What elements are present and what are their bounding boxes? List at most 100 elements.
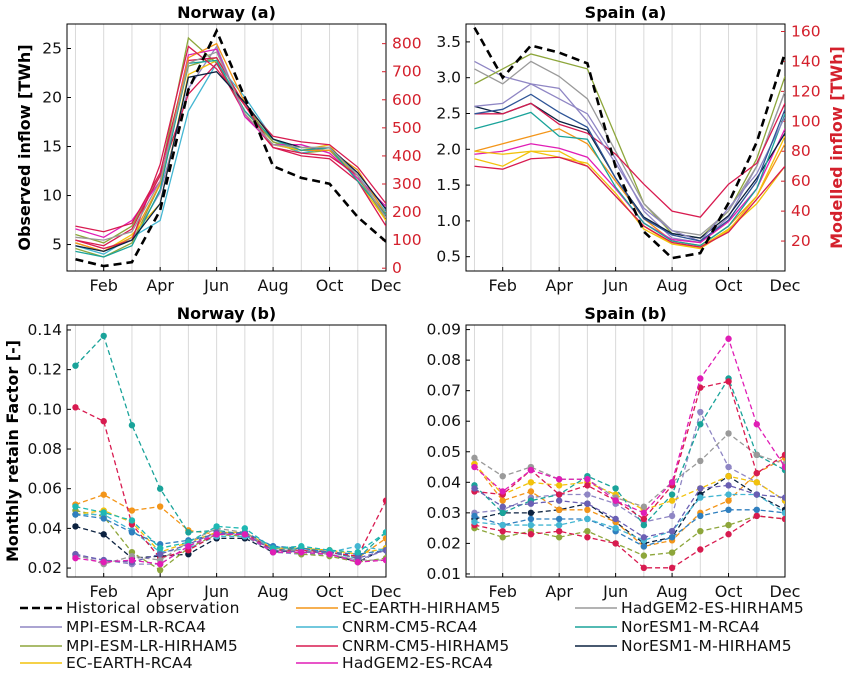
retain-factor-line xyxy=(474,515,785,557)
retain-factor-line xyxy=(473,463,785,511)
observed-series-line xyxy=(75,27,386,268)
model-series-line xyxy=(75,45,386,250)
retain-factor-point xyxy=(584,527,591,535)
retain-factor-point xyxy=(725,521,732,529)
retain-factor-point xyxy=(72,523,79,530)
y2-tick-label: 800 xyxy=(392,35,422,53)
legend-item: MPI-ESM-LR-RCA4 xyxy=(18,617,206,637)
retain-factor-point xyxy=(584,482,591,489)
retain-factor-point xyxy=(668,534,676,541)
retain-factor-point xyxy=(555,491,563,498)
y-axis-label: Monthly retain Factor [-] xyxy=(3,340,22,562)
x-tick-label: Aug xyxy=(656,582,687,601)
retain-factor-point xyxy=(725,335,732,342)
retain-factor-line xyxy=(474,509,785,548)
legend: Historical observation MPI-ESM-LR-RCA4 M… xyxy=(18,598,838,673)
plot-area xyxy=(75,27,386,268)
y-tick-label: 25 xyxy=(42,40,62,58)
retain-factor-point xyxy=(326,550,333,558)
panel-title: Spain (a) xyxy=(585,3,667,22)
retain-factor-point xyxy=(156,566,164,574)
x-tick-label: Jun xyxy=(203,276,229,295)
retain-factor-point xyxy=(640,503,648,510)
retain-factor-point xyxy=(185,543,192,550)
retain-factor-point xyxy=(555,476,563,483)
retain-factor-point xyxy=(100,418,107,425)
legend-label: MPI-ESM-LR-HIRHAM5 xyxy=(66,637,238,655)
model-series-line xyxy=(474,60,785,236)
axes-frame xyxy=(66,324,387,578)
model-series-line xyxy=(75,48,386,239)
y-tick-label: 3.0 xyxy=(436,69,461,87)
retain-factor-point xyxy=(471,518,478,526)
retain-factor-point xyxy=(753,469,760,477)
y-tick-label: 0.08 xyxy=(426,351,461,369)
retain-factor-line xyxy=(474,432,785,508)
retain-factor-line xyxy=(75,513,386,553)
y-tick-label: 0.07 xyxy=(426,382,461,400)
plot-area xyxy=(473,26,785,260)
model-series-line xyxy=(75,59,386,258)
retain-factor-point xyxy=(753,512,760,520)
retain-factor-point xyxy=(753,506,760,513)
x-tick-label: Oct xyxy=(316,276,344,295)
retain-factor-point xyxy=(697,494,704,501)
retain-factor-point xyxy=(471,454,478,462)
y-tick-label: 0.05 xyxy=(426,443,461,461)
observed-series-line xyxy=(473,26,785,260)
retain-factor-point xyxy=(668,479,676,486)
retain-factor-point xyxy=(527,466,535,474)
retain-factor-point xyxy=(640,564,648,572)
retain-factor-point xyxy=(527,500,535,507)
legend-swatch xyxy=(20,662,62,664)
retain-factor-point xyxy=(640,534,648,541)
y-tick-label: 0.02 xyxy=(27,559,62,577)
retain-factor-point xyxy=(697,457,704,465)
legend-swatch xyxy=(20,645,62,647)
y2-axis-label: Modelled inflow [TWh] xyxy=(827,46,846,249)
retain-factor-point xyxy=(185,529,192,536)
x-tick-label: Feb xyxy=(90,582,118,601)
retain-factor-point xyxy=(382,535,386,542)
retain-factor-point xyxy=(584,476,591,483)
legend-swatch xyxy=(575,626,617,628)
legend-item: HadGEM2-ES-HIRHAM5 xyxy=(573,598,804,618)
retain-factor-line xyxy=(474,475,785,545)
y2-tick-label: 300 xyxy=(392,175,422,193)
retain-factor-point xyxy=(527,531,535,538)
retain-factor-point xyxy=(72,554,79,562)
y2-tick-label: 100 xyxy=(791,112,821,130)
retain-factor-point xyxy=(499,473,506,480)
y2-tick-label: 400 xyxy=(392,147,422,165)
retain-factor-point xyxy=(213,531,220,538)
legend-swatch xyxy=(20,626,62,628)
y-tick-label: 0.04 xyxy=(27,519,62,537)
retain-factor-point xyxy=(241,531,249,538)
legend-label: EC-EARTH-RCA4 xyxy=(66,654,193,672)
retain-factor-point xyxy=(612,524,619,532)
retain-factor-point xyxy=(128,507,136,514)
retain-factor-point xyxy=(156,485,164,492)
retain-factor-point xyxy=(527,479,535,486)
legend-swatch xyxy=(20,606,62,610)
legend-item: HadGEM2-ES-RCA4 xyxy=(294,653,493,673)
retain-factor-point xyxy=(499,503,506,510)
retain-factor-point xyxy=(725,506,732,513)
y-tick-label: 2.0 xyxy=(436,140,461,158)
y-tick-label: 15 xyxy=(42,138,62,156)
panel-3: Norway (b) Feb Apr Jun Aug Oct Dec 0.02 0.04 0.06… xyxy=(3,304,401,601)
legend-swatch xyxy=(575,607,617,609)
y-tick-label: 0.09 xyxy=(426,321,461,339)
legend-item: MPI-ESM-LR-HIRHAM5 xyxy=(18,636,238,656)
retain-factor-point xyxy=(612,485,619,492)
retain-factor-point xyxy=(697,408,704,416)
retain-factor-point xyxy=(781,463,785,471)
x-tick-label: Feb xyxy=(489,582,517,601)
retain-factor-point xyxy=(668,491,676,498)
retain-factor-point xyxy=(781,509,785,517)
panel-title: Spain (b) xyxy=(584,304,666,323)
retain-factor-point xyxy=(555,515,563,523)
legend-item: CNRM-CM5-RCA4 xyxy=(294,617,478,637)
y2-tick-label: 100 xyxy=(392,231,422,249)
retain-factor-point xyxy=(753,479,760,486)
